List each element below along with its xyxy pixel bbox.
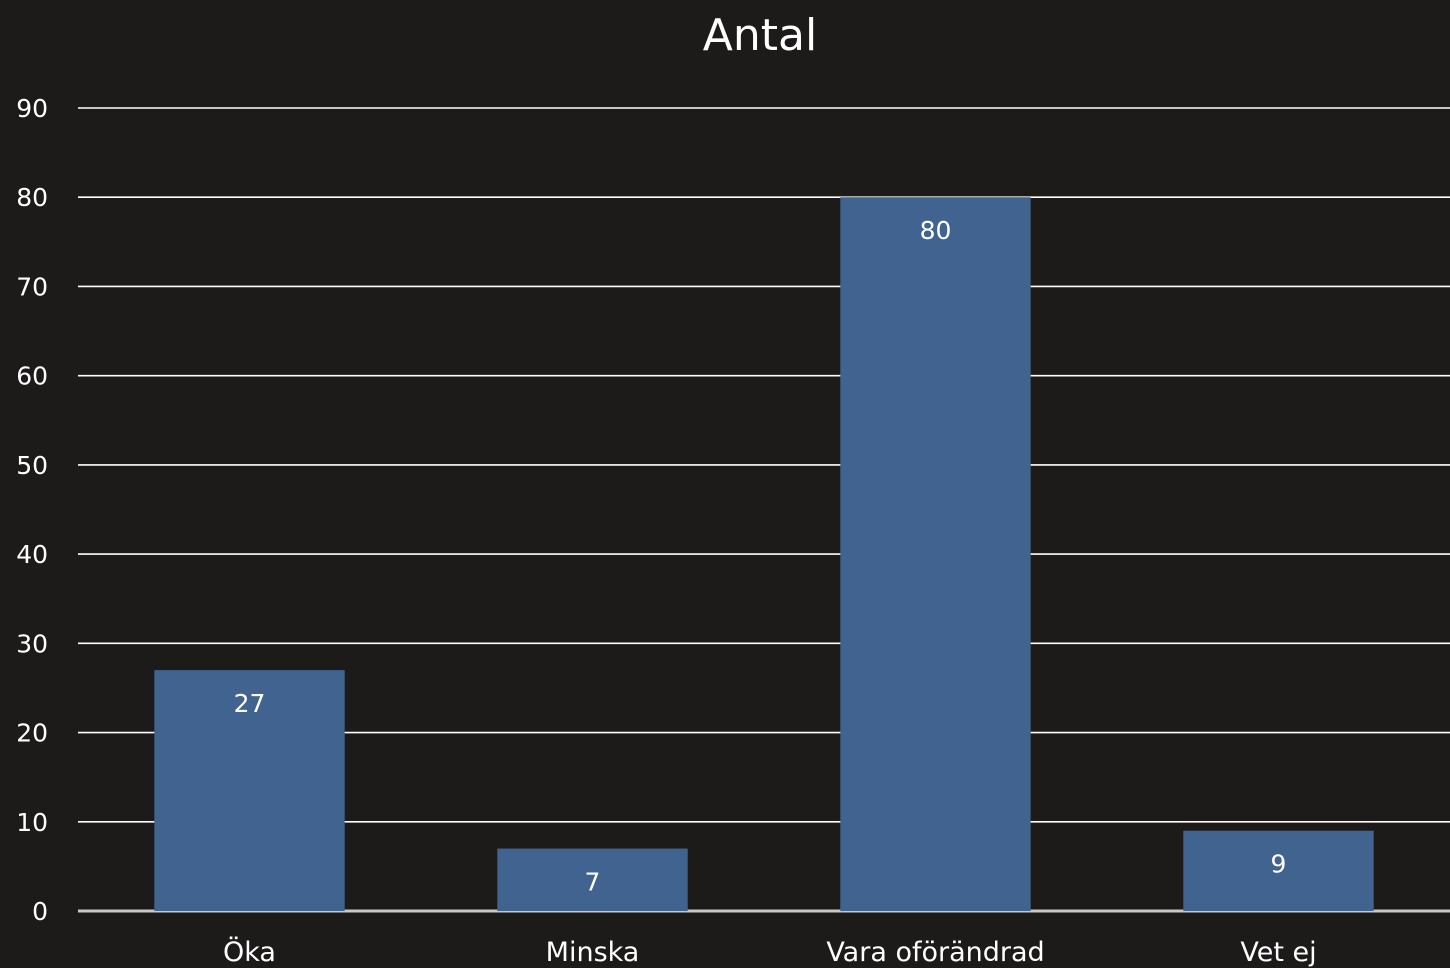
- y-tick-label-0: 0: [32, 897, 48, 926]
- x-axis-category-labels: Öka Minska Vara oförändrad Vet ej: [223, 936, 1317, 968]
- y-tick-label-90: 90: [16, 94, 48, 123]
- x-category-label-2: Minska: [546, 937, 640, 968]
- bar-2: [497, 848, 688, 911]
- y-tick-label-40: 40: [16, 540, 48, 569]
- y-axis-tick-labels: 0 10 20 30 40 50 60 70 80 90: [16, 94, 48, 926]
- x-category-label-3: Vara oförändrad: [826, 937, 1044, 968]
- bars: [154, 197, 1374, 911]
- bar-1: [154, 670, 345, 911]
- y-tick-label-70: 70: [16, 272, 48, 301]
- data-label-2: 7: [585, 868, 601, 897]
- chart-title: Antal: [703, 10, 817, 61]
- data-label-1: 27: [234, 689, 266, 718]
- data-label-4: 9: [1271, 850, 1287, 879]
- y-tick-label-10: 10: [16, 808, 48, 837]
- bar-3: [840, 197, 1031, 911]
- y-tick-label-60: 60: [16, 362, 48, 391]
- bar-4: [1183, 830, 1374, 911]
- y-tick-label-30: 30: [16, 629, 48, 658]
- data-label-3: 80: [920, 216, 952, 245]
- y-tick-label-20: 20: [16, 719, 48, 748]
- y-tick-label-50: 50: [16, 451, 48, 480]
- data-labels: 27 7 80 9: [234, 216, 1287, 896]
- x-category-label-4: Vet ej: [1240, 937, 1316, 968]
- x-category-label-1: Öka: [223, 936, 276, 968]
- y-tick-label-80: 80: [16, 183, 48, 212]
